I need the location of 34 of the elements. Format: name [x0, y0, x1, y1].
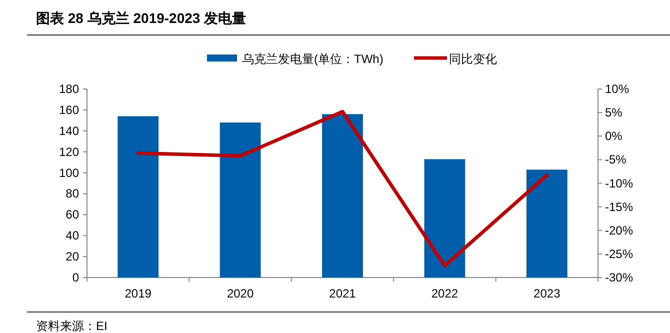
- y2-tick-label: -25%: [605, 246, 634, 261]
- y-tick-label: 80: [66, 186, 80, 201]
- y2-tick-label: -20%: [605, 223, 634, 238]
- x-tick-label: 2020: [226, 286, 254, 300]
- line-series: [136, 110, 549, 268]
- y2-tick-label: -10%: [605, 176, 634, 190]
- x-tick-label: 2022: [431, 286, 458, 300]
- x-tick-label: 2021: [329, 286, 356, 300]
- y-tick-label: 180: [58, 82, 80, 96]
- chart-title: 图表 28 乌克兰 2019-2023 发电量: [36, 10, 246, 26]
- legend-label: 乌克兰发电量(单位：TWh): [242, 52, 384, 66]
- y2-tick-label: 0%: [605, 129, 623, 144]
- bar: [322, 114, 363, 278]
- legend-label: 同比变化: [449, 52, 497, 66]
- y2-tick-label: 10%: [605, 82, 630, 96]
- y2-tick-label: -30%: [605, 270, 634, 284]
- y-tick-label: 140: [58, 124, 80, 138]
- bar: [118, 116, 159, 278]
- y-tick-label: 20: [66, 250, 80, 264]
- y2-tick-label: -15%: [605, 200, 634, 214]
- y-tick-label: 100: [58, 166, 80, 180]
- x-tick-label: 2023: [534, 286, 561, 300]
- bar: [526, 170, 568, 278]
- bar: [424, 159, 466, 278]
- y2-tick-label: -5%: [605, 152, 627, 167]
- x-tick-label: 2019: [124, 286, 152, 300]
- y-tick-label: 120: [58, 144, 80, 159]
- y-tick-label: 160: [58, 102, 80, 117]
- y-tick-label: 60: [66, 208, 80, 222]
- y2-tick-label: 5%: [605, 106, 623, 120]
- text: 资料来源：EI: [36, 319, 108, 333]
- y-tick-label: 0: [72, 270, 80, 284]
- y-tick-label: 40: [66, 228, 80, 243]
- bar: [220, 122, 261, 278]
